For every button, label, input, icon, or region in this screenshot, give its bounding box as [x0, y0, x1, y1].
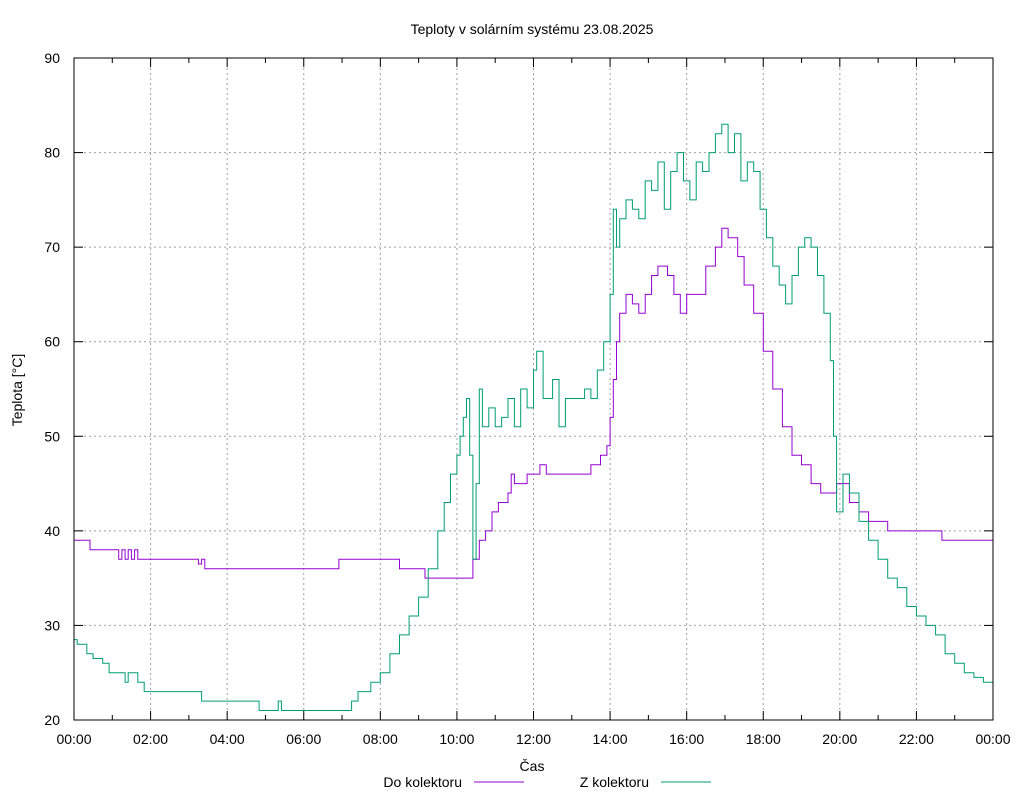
series-line-do-kolektoru	[74, 227, 993, 579]
series-lines	[74, 123, 994, 711]
y-tick-label: 90	[44, 50, 60, 66]
y-tick-label: 30	[44, 617, 60, 633]
x-tick-label: 18:00	[746, 731, 781, 747]
chart-title: Teploty v solárním systému 23.08.2025	[411, 21, 654, 37]
x-tick-label: 06:00	[286, 731, 321, 747]
x-tick-label: 00:00	[56, 731, 91, 747]
x-tick-label: 20:00	[822, 731, 857, 747]
y-tick-label: 40	[44, 523, 60, 539]
y-tick-label: 50	[44, 428, 60, 444]
x-tick-label: 04:00	[210, 731, 245, 747]
x-tick-label: 00:00	[975, 731, 1010, 747]
y-tick-label: 70	[44, 239, 60, 255]
y-axis-label: Teplota [°C]	[9, 354, 25, 427]
x-tick-label: 14:00	[593, 731, 628, 747]
legend-label-z-kolektoru: Z kolektoru	[580, 774, 649, 790]
y-tick-label: 60	[44, 334, 60, 350]
x-tick-label: 08:00	[363, 731, 398, 747]
plot-frame	[73, 57, 994, 721]
x-tick-label: 16:00	[669, 731, 704, 747]
x-tick-label: 22:00	[899, 731, 934, 747]
series-line-z-kolektoru	[74, 123, 994, 711]
legend-label-do-kolektoru: Do kolektoru	[383, 774, 462, 790]
y-tick-label: 20	[44, 712, 60, 728]
x-tick-label: 10:00	[439, 731, 474, 747]
x-tick-label: 12:00	[516, 731, 551, 747]
x-axis-label: Čas	[520, 758, 545, 774]
legend: Do kolektoru Z kolektoru	[383, 774, 711, 790]
x-tick-label: 02:00	[133, 731, 168, 747]
y-tick-label: 80	[44, 145, 60, 161]
axis-ticks: 20 30 40 50 60 70 80 90 00:00 02:00 04:00 06:00 08:0…	[44, 50, 1010, 747]
